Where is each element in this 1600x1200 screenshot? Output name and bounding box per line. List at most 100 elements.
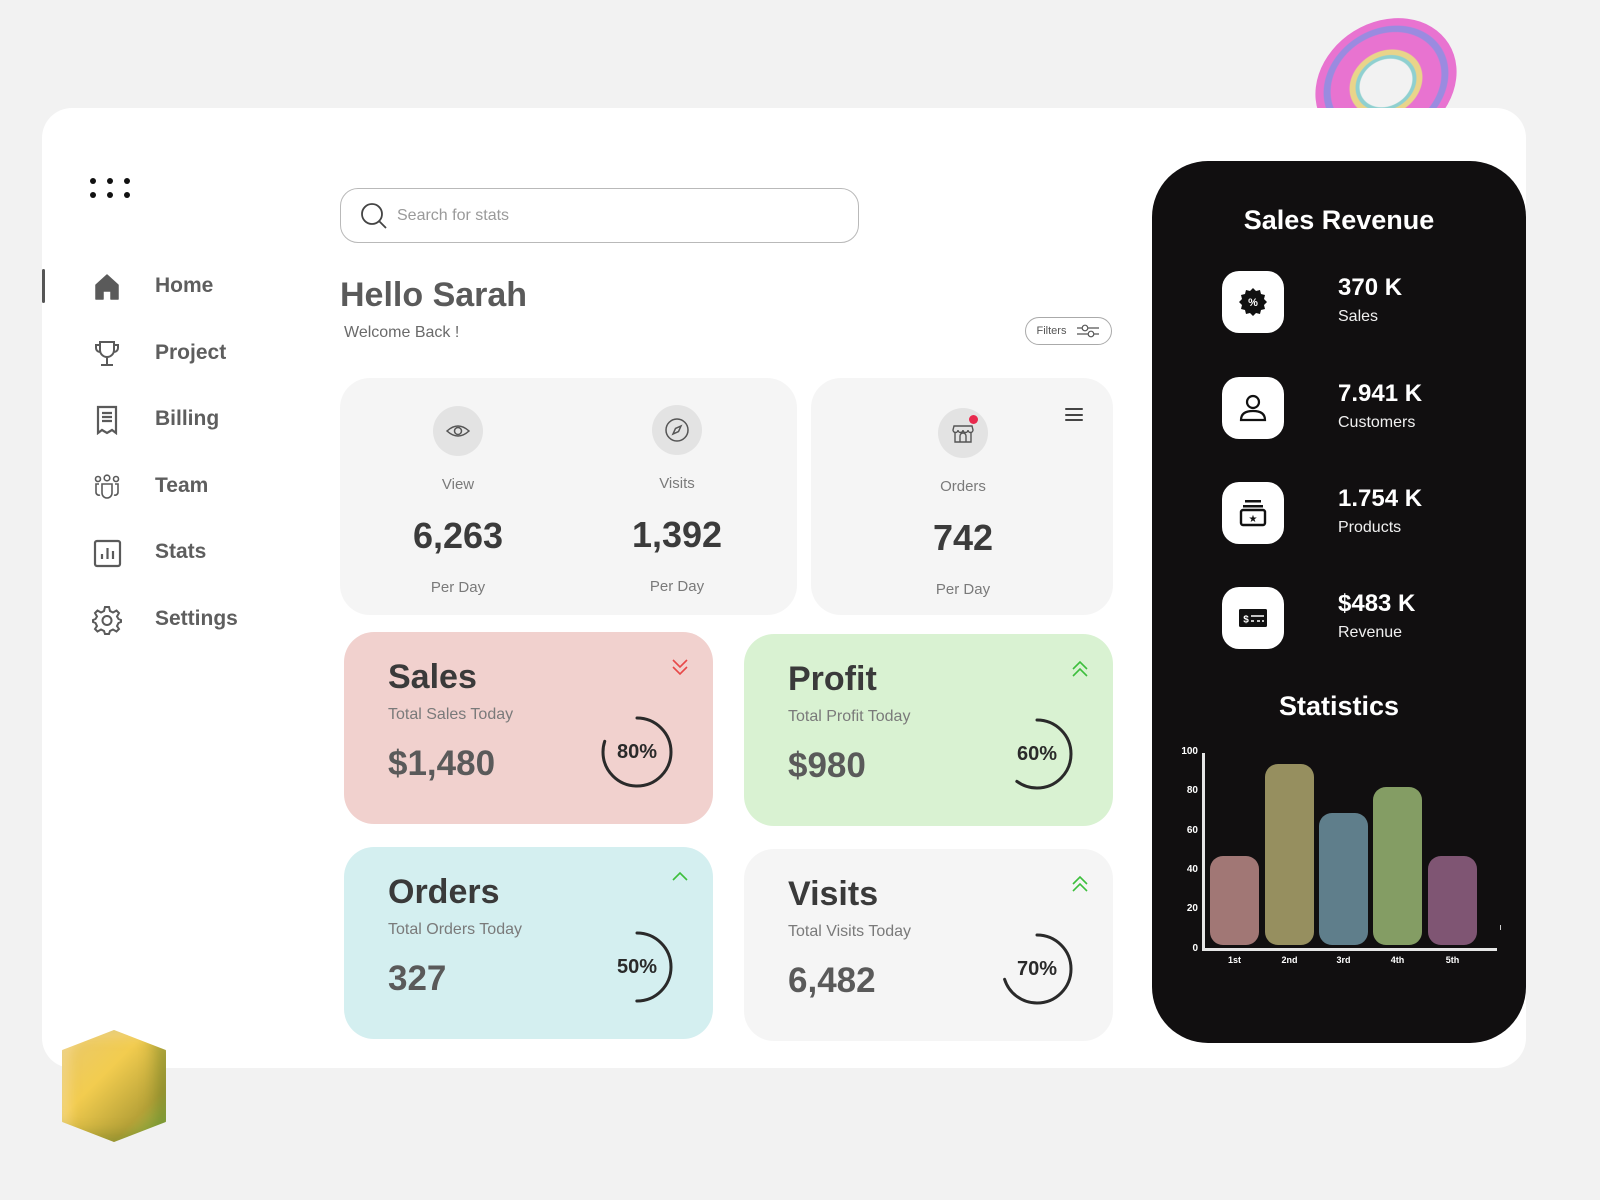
axis-tick-mark (1500, 925, 1501, 930)
bar-chart-icon (93, 540, 122, 568)
dot (90, 192, 96, 198)
dot (90, 178, 96, 184)
svg-text:$: $ (1243, 615, 1249, 626)
sidebar-item-billing[interactable]: Billing (42, 388, 302, 455)
revenue-label: Revenue (1338, 624, 1403, 641)
stat-value: 1,392 (631, 514, 723, 555)
progress-percent: 70% (1016, 957, 1058, 980)
search-input[interactable] (397, 206, 817, 225)
eye-icon (445, 425, 471, 437)
sidebar-item-stats[interactable]: Stats (42, 521, 302, 588)
daily-stats-card: View 6,263 Per Day Visits 1,392 Per Day (340, 378, 797, 615)
app-menu-button[interactable] (90, 178, 130, 200)
statistics-bar-chart: 100 80 60 40 20 0 1st 2nd 3rd 4th 5th (1172, 741, 1512, 981)
home-icon (95, 274, 119, 300)
x-tick: 4th (1390, 955, 1405, 965)
active-indicator (42, 269, 45, 303)
progress-ring-60 (1001, 718, 1073, 790)
sidebar-item-project[interactable]: Project (42, 322, 302, 389)
dot (124, 192, 130, 198)
chevron-up-icon[interactable] (669, 871, 691, 895)
bar-3rd (1319, 813, 1368, 945)
dot (107, 178, 113, 184)
sidebar-item-settings[interactable]: Settings (42, 588, 302, 655)
filters-label: Filters (1036, 325, 1067, 337)
page-title: Hello Sarah (340, 276, 528, 314)
card-subtitle: Total Orders Today (388, 921, 522, 938)
discount-badge-icon: % (1239, 288, 1267, 316)
bar-1st (1210, 856, 1259, 945)
y-tick: 40 (1186, 864, 1198, 875)
revenue-item-revenue: $ $483 K Revenue (1222, 587, 1502, 649)
chevron-double-down-icon[interactable] (669, 656, 691, 680)
orders-card[interactable]: Orders Total Orders Today 327 50% (344, 847, 713, 1039)
stat-visits: Visits 1,392 Per Day (597, 405, 757, 595)
sliders-icon (1077, 324, 1100, 338)
card-menu-button[interactable] (1065, 408, 1083, 425)
x-tick: 1st (1227, 955, 1241, 965)
orders-stats-card: Orders 742 Per Day (811, 378, 1113, 615)
stat-orders: Orders 742 Per Day (883, 408, 1043, 598)
x-tick: 5th (1445, 955, 1460, 965)
stat-label: View (441, 476, 475, 493)
stat-icon-circle (938, 408, 988, 458)
chevron-double-up-icon[interactable] (1069, 658, 1091, 682)
statistics-title: Statistics (1278, 691, 1400, 721)
y-axis (1202, 753, 1205, 951)
progress-ring-80 (601, 716, 673, 788)
receipt-icon (96, 406, 118, 436)
svg-text:★: ★ (1249, 514, 1258, 525)
hamburger-line (1065, 419, 1083, 421)
profit-card[interactable]: Profit Total Profit Today $980 60% (744, 634, 1113, 826)
cash-card-icon: $ (1239, 609, 1267, 627)
stat-value: 6,263 (412, 515, 504, 556)
sidebar-item-label: Settings (155, 606, 238, 630)
visits-card[interactable]: Visits Total Visits Today 6,482 70% (744, 849, 1113, 1041)
card-title: Profit (788, 660, 877, 698)
y-tick: 60 (1186, 825, 1198, 836)
sidebar-nav: Home Project Billing Team Stats Settings (42, 255, 302, 655)
sales-revenue-panel: Sales Revenue % 370 K Sales 7.941 K Cust… (1152, 161, 1526, 1043)
stat-value: 742 (932, 517, 994, 558)
welcome-subtitle: Welcome Back ! (344, 324, 460, 341)
decorative-cube-3d (62, 1030, 166, 1142)
search-icon (361, 202, 387, 229)
sidebar-item-label: Project (155, 340, 227, 364)
card-amount: $1,480 (388, 744, 496, 783)
revenue-label: Customers (1338, 414, 1416, 431)
sidebar-item-team[interactable]: Team (42, 455, 302, 522)
progress-percent: 80% (616, 740, 658, 763)
card-subtitle: Total Visits Today (788, 923, 912, 940)
filters-button[interactable]: Filters (1025, 317, 1112, 345)
user-icon (1239, 394, 1267, 422)
revenue-label: Products (1338, 519, 1402, 536)
progress-percent: 50% (616, 955, 658, 978)
bar-4th (1373, 787, 1422, 945)
revenue-label: Sales (1338, 308, 1379, 325)
x-tick: 2nd (1281, 955, 1298, 965)
svg-text:%: % (1248, 297, 1258, 309)
team-icon (94, 474, 120, 499)
stat-unit: Per Day (430, 579, 486, 596)
card-title: Sales (388, 658, 477, 696)
revenue-value: 370 K (1338, 274, 1403, 301)
sidebar-item-label: Billing (155, 407, 220, 431)
sidebar-item-label: Home (155, 274, 214, 297)
icon-tile: $ (1222, 587, 1284, 649)
sales-card[interactable]: Sales Total Sales Today $1,480 80% (344, 632, 713, 824)
bar-5th (1428, 856, 1477, 945)
card-amount: 6,482 (788, 961, 876, 1000)
stat-label: Orders (940, 478, 986, 495)
notification-dot (969, 415, 978, 424)
revenue-value: $483 K (1338, 590, 1416, 617)
y-tick: 20 (1186, 903, 1198, 914)
gear-icon (92, 605, 122, 635)
chevron-double-up-icon[interactable] (1069, 873, 1091, 897)
icon-tile: % (1222, 271, 1284, 333)
x-axis (1202, 948, 1497, 951)
y-tick: 100 (1181, 746, 1198, 757)
sidebar-item-label: Stats (155, 540, 207, 564)
bar-2nd (1265, 764, 1314, 945)
search-bar[interactable] (340, 188, 859, 243)
sidebar-item-home[interactable]: Home (42, 255, 302, 322)
